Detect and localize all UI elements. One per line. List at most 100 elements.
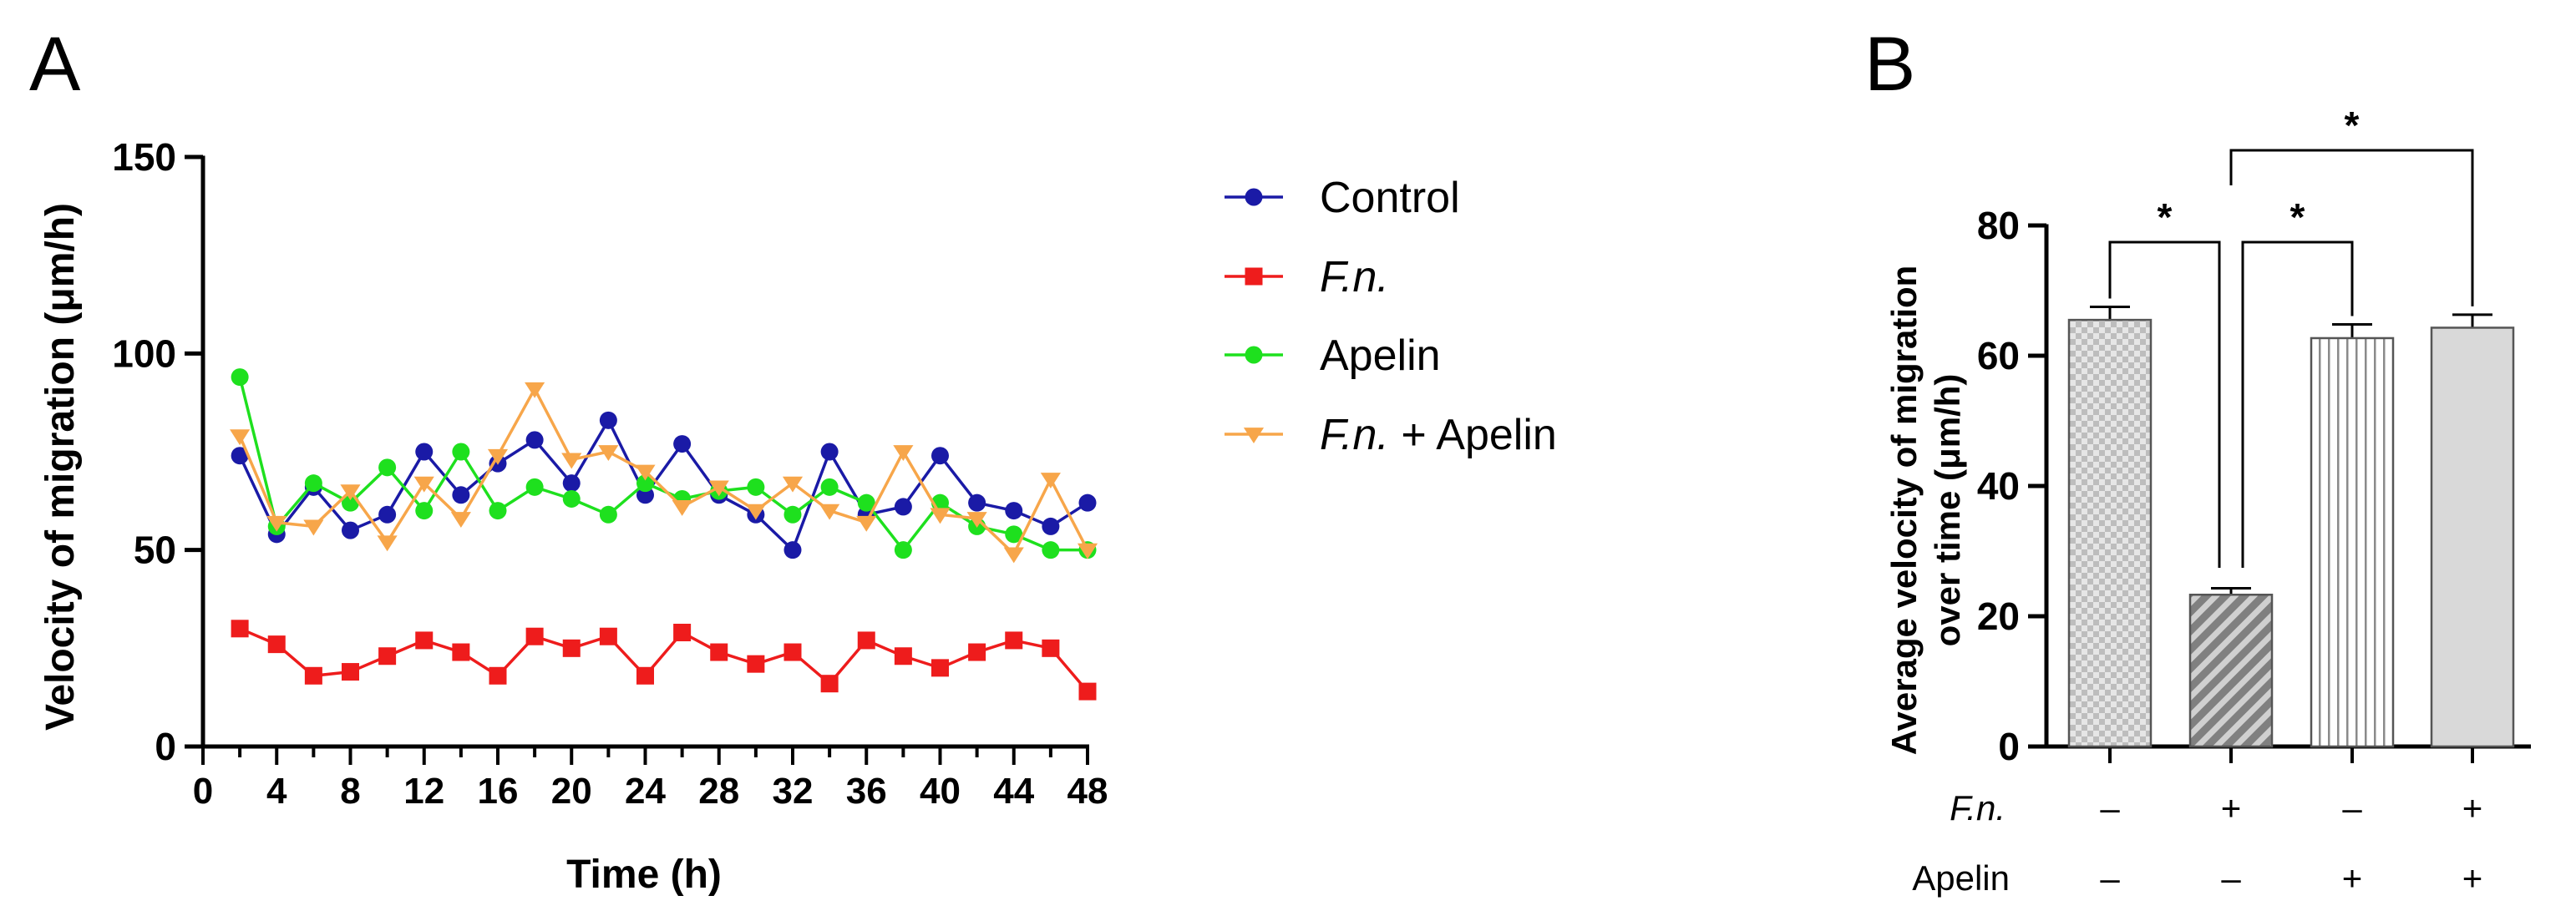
data-point: [599, 411, 617, 429]
factor-table-cell: +: [2462, 788, 2483, 827]
legend-label-text: Control: [1320, 174, 1460, 222]
data-point: [635, 464, 656, 481]
factor-table: F.n. Apelin – + – + – – + +: [1912, 788, 2482, 898]
data-point: [636, 474, 654, 493]
data-point: [931, 659, 949, 677]
data-point: [747, 478, 765, 496]
x-tick-label: 24: [625, 771, 666, 812]
bar-chart-bars: [2067, 306, 2515, 748]
data-point: [783, 541, 802, 559]
bar-y-tick-label: 80: [1977, 204, 2020, 247]
bar-y-tick-label: 60: [1977, 334, 2020, 377]
legend-label-text: + Apelin: [1389, 411, 1557, 459]
data-point: [856, 515, 877, 532]
bar-chart-ylabel-line1: Average velocity of migration: [1884, 266, 1924, 756]
data-point: [452, 643, 470, 661]
factor-table-cell: –: [2342, 788, 2362, 827]
legend-marker: [1245, 267, 1263, 286]
data-point: [782, 476, 804, 493]
legend-label: F.n. + Apelin: [1320, 411, 1557, 459]
legend-entry: Control: [1225, 174, 1460, 222]
data-point: [267, 635, 286, 654]
panel-a-label: A: [29, 22, 81, 107]
data-point: [894, 541, 912, 559]
data-point: [415, 631, 434, 650]
significance-bracket: *: [2241, 195, 2354, 568]
data-point: [820, 443, 839, 461]
data-point: [487, 448, 509, 465]
legend-label: F.n.: [1320, 253, 1389, 301]
x-tick-label: 16: [478, 771, 519, 812]
x-tick-label: 48: [1067, 771, 1108, 812]
data-point: [636, 666, 654, 685]
data-point: [525, 627, 544, 645]
bar-chart-ylabel-line2: over time (μm/h): [1928, 374, 1967, 647]
data-point: [598, 445, 619, 462]
data-point: [894, 498, 912, 516]
bar-chart-ylabel: Average velocity of migration over time …: [1884, 266, 1967, 756]
x-tick-label: 28: [698, 771, 739, 812]
significance-bracket: *: [2229, 104, 2474, 306]
factor-table-cell: +: [2221, 788, 2242, 827]
data-point: [820, 675, 839, 693]
x-tick-label: 12: [403, 771, 444, 812]
data-point: [525, 478, 544, 496]
bracket-line: [2108, 240, 2221, 568]
data-point: [266, 515, 287, 532]
line-chart-series: [230, 368, 1098, 701]
data-point: [1077, 543, 1098, 559]
legend-entry: F.n. + Apelin: [1225, 411, 1557, 459]
data-point: [230, 429, 251, 446]
y-tick-label: 150: [112, 135, 176, 179]
data-point: [1005, 502, 1023, 520]
data-point: [562, 474, 581, 493]
bar-y-tick-label: 40: [1977, 464, 2020, 508]
data-point: [968, 493, 986, 512]
data-point: [450, 512, 471, 529]
data-point: [1003, 547, 1024, 564]
line-chart-xlabel: Time (h): [566, 853, 722, 897]
line-chart-legend: Control F.n. Apelin F.n. + Apelin: [1225, 174, 1557, 459]
data-point: [966, 512, 987, 529]
data-point: [303, 519, 324, 536]
data-point: [857, 631, 875, 650]
panel-b-label: B: [1864, 22, 1915, 107]
series-3: [230, 382, 1098, 564]
data-point: [231, 620, 249, 638]
series-line: [239, 627, 1089, 693]
data-point: [304, 474, 322, 493]
factor-table-cell: –: [2100, 858, 2120, 898]
data-point: [415, 443, 434, 461]
significance-label: *: [2158, 195, 2173, 239]
legend-marker: [1245, 346, 1263, 364]
data-point: [562, 489, 581, 508]
bar-group: [2067, 306, 2153, 748]
significance-label: *: [2290, 195, 2305, 239]
x-tick-label: 0: [193, 771, 213, 812]
bracket-line: [2229, 149, 2474, 306]
factor-table-cell: –: [2221, 858, 2241, 898]
data-point: [1042, 639, 1060, 657]
data-point: [599, 627, 617, 645]
x-tick-label: 40: [920, 771, 961, 812]
significance-label: *: [2345, 104, 2360, 147]
factor-table-cell: +: [2342, 858, 2363, 898]
data-point: [342, 663, 359, 681]
series-1: [231, 620, 1097, 701]
data-point: [857, 493, 875, 512]
data-point: [672, 500, 692, 516]
x-tick-label: 4: [266, 771, 287, 812]
bar-y-tick-label: 20: [1977, 595, 2020, 638]
x-tick-label: 20: [551, 771, 592, 812]
data-point: [452, 443, 470, 461]
legend-marker: [1243, 428, 1265, 444]
data-point: [1042, 541, 1060, 559]
data-point: [525, 382, 545, 398]
bracket-line: [2241, 240, 2354, 568]
data-point: [304, 666, 322, 685]
bar-chart: 0 20 40 60 80 Average velocity of migration …: [1884, 104, 2531, 898]
series-2: [231, 368, 1097, 559]
data-point: [452, 486, 470, 504]
